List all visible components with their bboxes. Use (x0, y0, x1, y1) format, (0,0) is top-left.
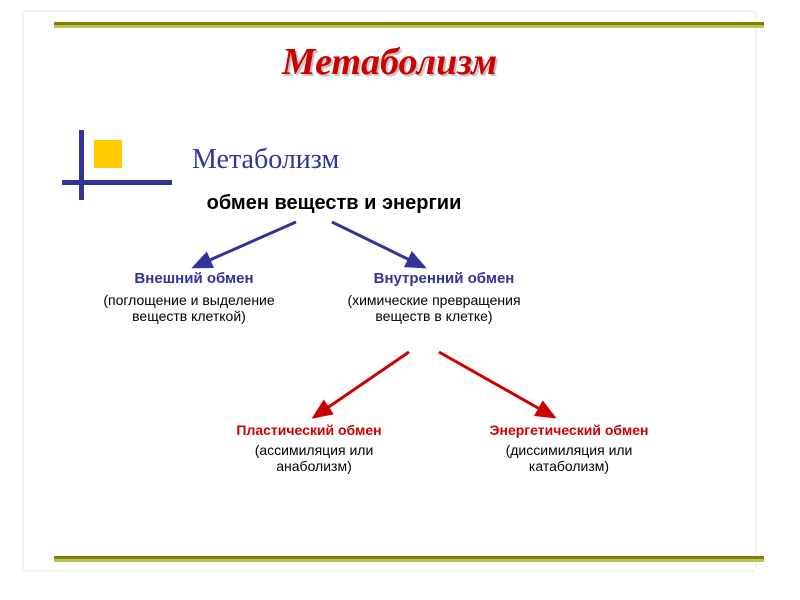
arrow-l2-left (314, 352, 409, 417)
rule-top-light (54, 25, 764, 28)
node-internal-title: Внутренний обмен (344, 270, 544, 287)
arrow-l1-left (194, 222, 296, 267)
arrow-l1-right (332, 222, 424, 267)
page-title: Метаболизм (24, 40, 755, 84)
node-energy-title: Энергетический обмен (454, 422, 684, 438)
sub-title: Метаболизм (192, 144, 339, 176)
node-energy-desc: (диссимиляция или катаболизм) (474, 442, 664, 474)
diagram-arrows (24, 12, 755, 570)
node-plastic-title: Пластический обмен (204, 422, 414, 438)
node-internal-desc: (химические превращения веществ в клетке… (324, 292, 544, 324)
rule-bottom-light (54, 559, 764, 562)
node-external-title: Внешний обмен (104, 270, 284, 287)
diagram-root: обмен веществ и энергии (154, 192, 514, 215)
node-plastic-desc: (ассимиляция или анаболизм) (224, 442, 404, 474)
yellow-square-icon (94, 140, 122, 168)
arrow-l2-right (439, 352, 554, 417)
blue-v-bar (79, 130, 84, 200)
slide-frame: Метаболизм Метаболизм обмен веществ и эн… (24, 12, 755, 570)
node-external-desc: (поглощение и выделение веществ клеткой) (94, 292, 284, 324)
